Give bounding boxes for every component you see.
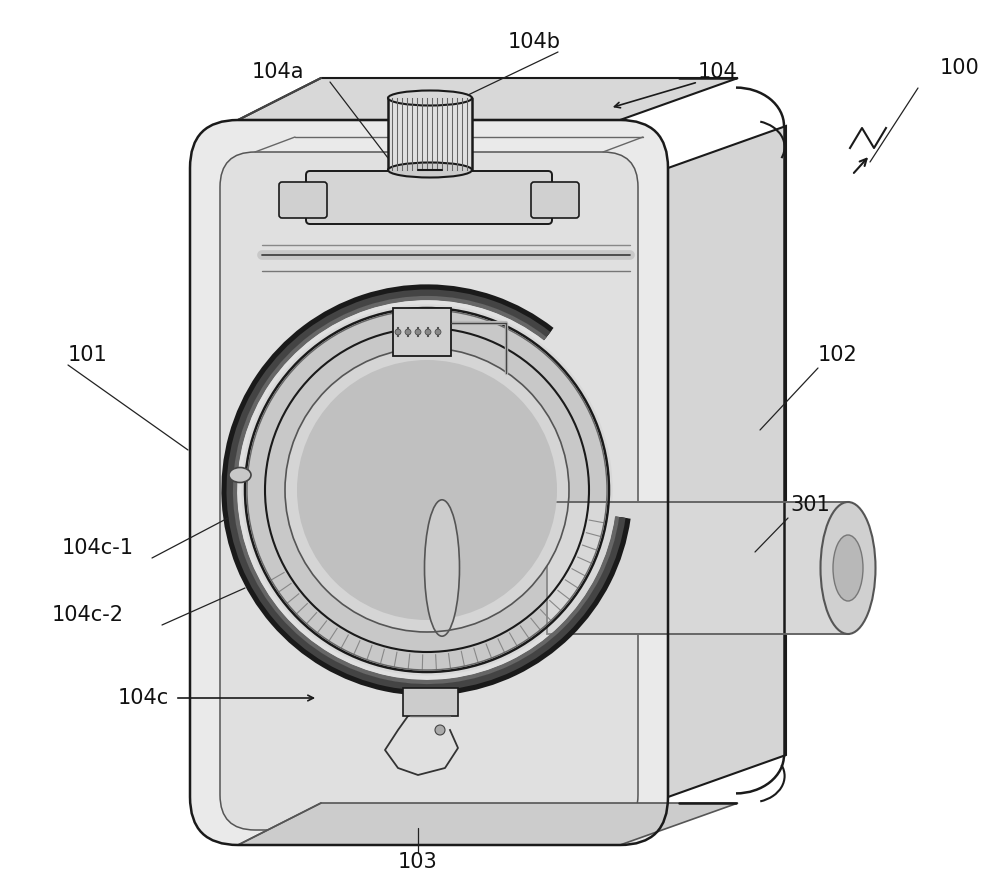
Ellipse shape — [833, 535, 863, 601]
Bar — [388, 98, 472, 170]
Polygon shape — [238, 78, 738, 120]
Ellipse shape — [424, 500, 460, 636]
Circle shape — [405, 329, 411, 335]
Text: 103: 103 — [398, 852, 438, 872]
Ellipse shape — [297, 360, 557, 620]
Circle shape — [435, 725, 445, 735]
Ellipse shape — [241, 304, 613, 676]
Text: 100: 100 — [940, 58, 980, 78]
Ellipse shape — [285, 348, 569, 632]
Circle shape — [425, 329, 431, 335]
Polygon shape — [547, 502, 845, 634]
Text: 101: 101 — [68, 345, 108, 365]
Bar — [393, 308, 451, 356]
Text: 104c-2: 104c-2 — [52, 605, 124, 625]
Text: 301: 301 — [790, 495, 830, 515]
Circle shape — [415, 329, 421, 335]
FancyBboxPatch shape — [220, 152, 638, 830]
Ellipse shape — [388, 163, 472, 177]
FancyBboxPatch shape — [306, 171, 552, 224]
Polygon shape — [668, 126, 786, 797]
FancyBboxPatch shape — [279, 182, 327, 218]
Circle shape — [395, 329, 401, 335]
Ellipse shape — [388, 91, 472, 106]
Ellipse shape — [229, 467, 251, 482]
Bar — [403, 688, 458, 716]
Circle shape — [435, 329, 441, 335]
Text: 104a: 104a — [252, 62, 304, 82]
Text: 104c-1: 104c-1 — [62, 538, 134, 558]
Ellipse shape — [245, 308, 609, 672]
Text: 104b: 104b — [508, 32, 561, 52]
Text: 104: 104 — [698, 62, 738, 82]
Text: 104c: 104c — [118, 688, 169, 708]
FancyBboxPatch shape — [190, 120, 668, 845]
Ellipse shape — [297, 360, 557, 620]
Ellipse shape — [820, 502, 876, 634]
Polygon shape — [238, 803, 738, 845]
FancyBboxPatch shape — [531, 182, 579, 218]
Text: 102: 102 — [818, 345, 858, 365]
